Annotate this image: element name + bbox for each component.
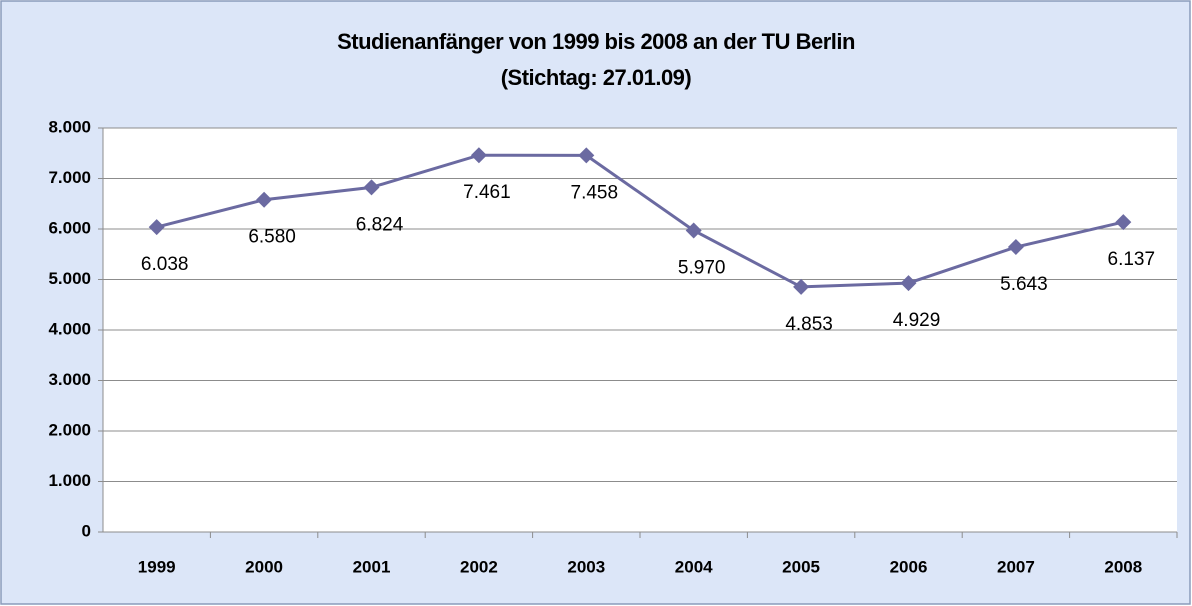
marker <box>470 147 487 164</box>
chart-subtitle: (Stichtag: 27.01.09) <box>501 65 692 90</box>
data-label: 6.824 <box>356 214 404 235</box>
y-tick-label: 2.000 <box>48 420 91 439</box>
y-tick-label: 0 <box>82 521 91 540</box>
x-tick-label: 2006 <box>890 557 928 576</box>
x-tick-label: 2000 <box>245 557 283 576</box>
x-tick-label: 2004 <box>675 557 713 576</box>
data-label: 5.970 <box>678 258 726 279</box>
y-tick-label: 3.000 <box>48 370 91 389</box>
data-label: 4.929 <box>893 310 941 331</box>
data-label: 7.461 <box>463 182 511 203</box>
data-label: 6.137 <box>1108 249 1156 270</box>
x-tick-label: 1999 <box>138 557 176 576</box>
data-label: 6.038 <box>141 254 189 275</box>
data-label: 4.853 <box>785 314 833 335</box>
data-label: 5.643 <box>1000 274 1048 295</box>
marker <box>1115 214 1132 231</box>
y-tick-label: 6.000 <box>48 218 91 237</box>
data-label: 7.458 <box>571 182 619 203</box>
chart-title: Studienanfänger von 1999 bis 2008 an der… <box>337 29 855 54</box>
marker <box>148 219 165 236</box>
x-tick-label: 2001 <box>353 557 391 576</box>
y-tick-label: 4.000 <box>48 319 91 338</box>
marker <box>256 191 273 208</box>
y-tick-label: 1.000 <box>48 471 91 490</box>
y-tick-label: 7.000 <box>48 168 91 187</box>
marker <box>900 275 917 292</box>
x-tick-label: 2003 <box>567 557 605 576</box>
line <box>156 153 1124 289</box>
x-tick-label: 2007 <box>997 557 1035 576</box>
x-tick-label: 2008 <box>1104 557 1142 576</box>
marker <box>363 179 380 196</box>
data-label: 6.580 <box>248 227 296 248</box>
marker <box>793 278 810 295</box>
y-tick-label: 8.000 <box>48 117 91 136</box>
marker <box>685 222 702 239</box>
x-tick-label: 2002 <box>460 557 498 576</box>
marker <box>578 147 595 164</box>
y-tick-label: 5.000 <box>48 269 91 288</box>
marker <box>1007 239 1024 256</box>
x-tick-label: 2005 <box>782 557 820 576</box>
